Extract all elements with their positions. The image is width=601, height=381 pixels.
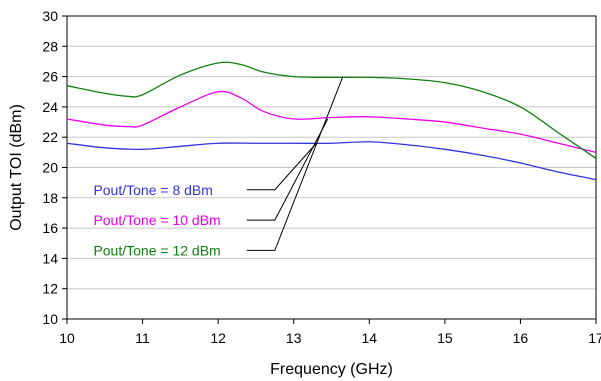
x-tick-label: 12 [210, 330, 226, 346]
legend-annotations: Pout/Tone = 8 dBm Pout/Tone = 10 dBm Pout/… [93, 76, 344, 258]
y-tick-label: 10 [42, 311, 58, 327]
grid-lines [67, 45, 596, 290]
series-line-1 [66, 141, 597, 181]
y-tick-label: 12 [42, 281, 58, 297]
series-layer [66, 61, 597, 181]
y-tick-label: 26 [42, 69, 58, 85]
y-tick-label: 30 [42, 8, 58, 24]
x-tick-label: 15 [437, 330, 453, 346]
legend-leader-line-1 [246, 142, 317, 191]
x-tick-label: 13 [286, 330, 302, 346]
y-axis-title: Output TOI (dBm) [8, 104, 25, 231]
legend-label-2: Pout/Tone = 10 dBm [93, 212, 220, 228]
legend-leader-line-2 [246, 118, 329, 221]
y-tick-label: 20 [42, 160, 58, 176]
x-tick-label: 10 [59, 330, 75, 346]
x-axis-title: Frequency (GHz) [270, 361, 393, 378]
legend-label-3: Pout/Tone = 12 dBm [93, 242, 220, 258]
x-tick-label: 11 [135, 330, 150, 346]
legend-leader-line-3 [246, 76, 344, 251]
y-tick-label: 22 [42, 129, 58, 145]
series-line-2 [66, 90, 597, 153]
y-tick-label: 28 [42, 38, 58, 54]
x-tick-label: 16 [513, 330, 529, 346]
series-line-3 [66, 61, 597, 159]
y-tick-label: 18 [42, 190, 58, 206]
x-tick-label: 17 [588, 330, 601, 346]
y-tick-label: 16 [42, 220, 58, 236]
x-tick-label: 14 [361, 330, 377, 346]
y-tick-label: 14 [42, 250, 58, 266]
axis-ticks: 10 12 14 16 18 20 22 24 26 28 30 10 11 12 13 14 15 16 17 [42, 8, 601, 346]
y-tick-label: 24 [42, 99, 58, 115]
legend-label-1: Pout/Tone = 8 dBm [93, 182, 212, 198]
